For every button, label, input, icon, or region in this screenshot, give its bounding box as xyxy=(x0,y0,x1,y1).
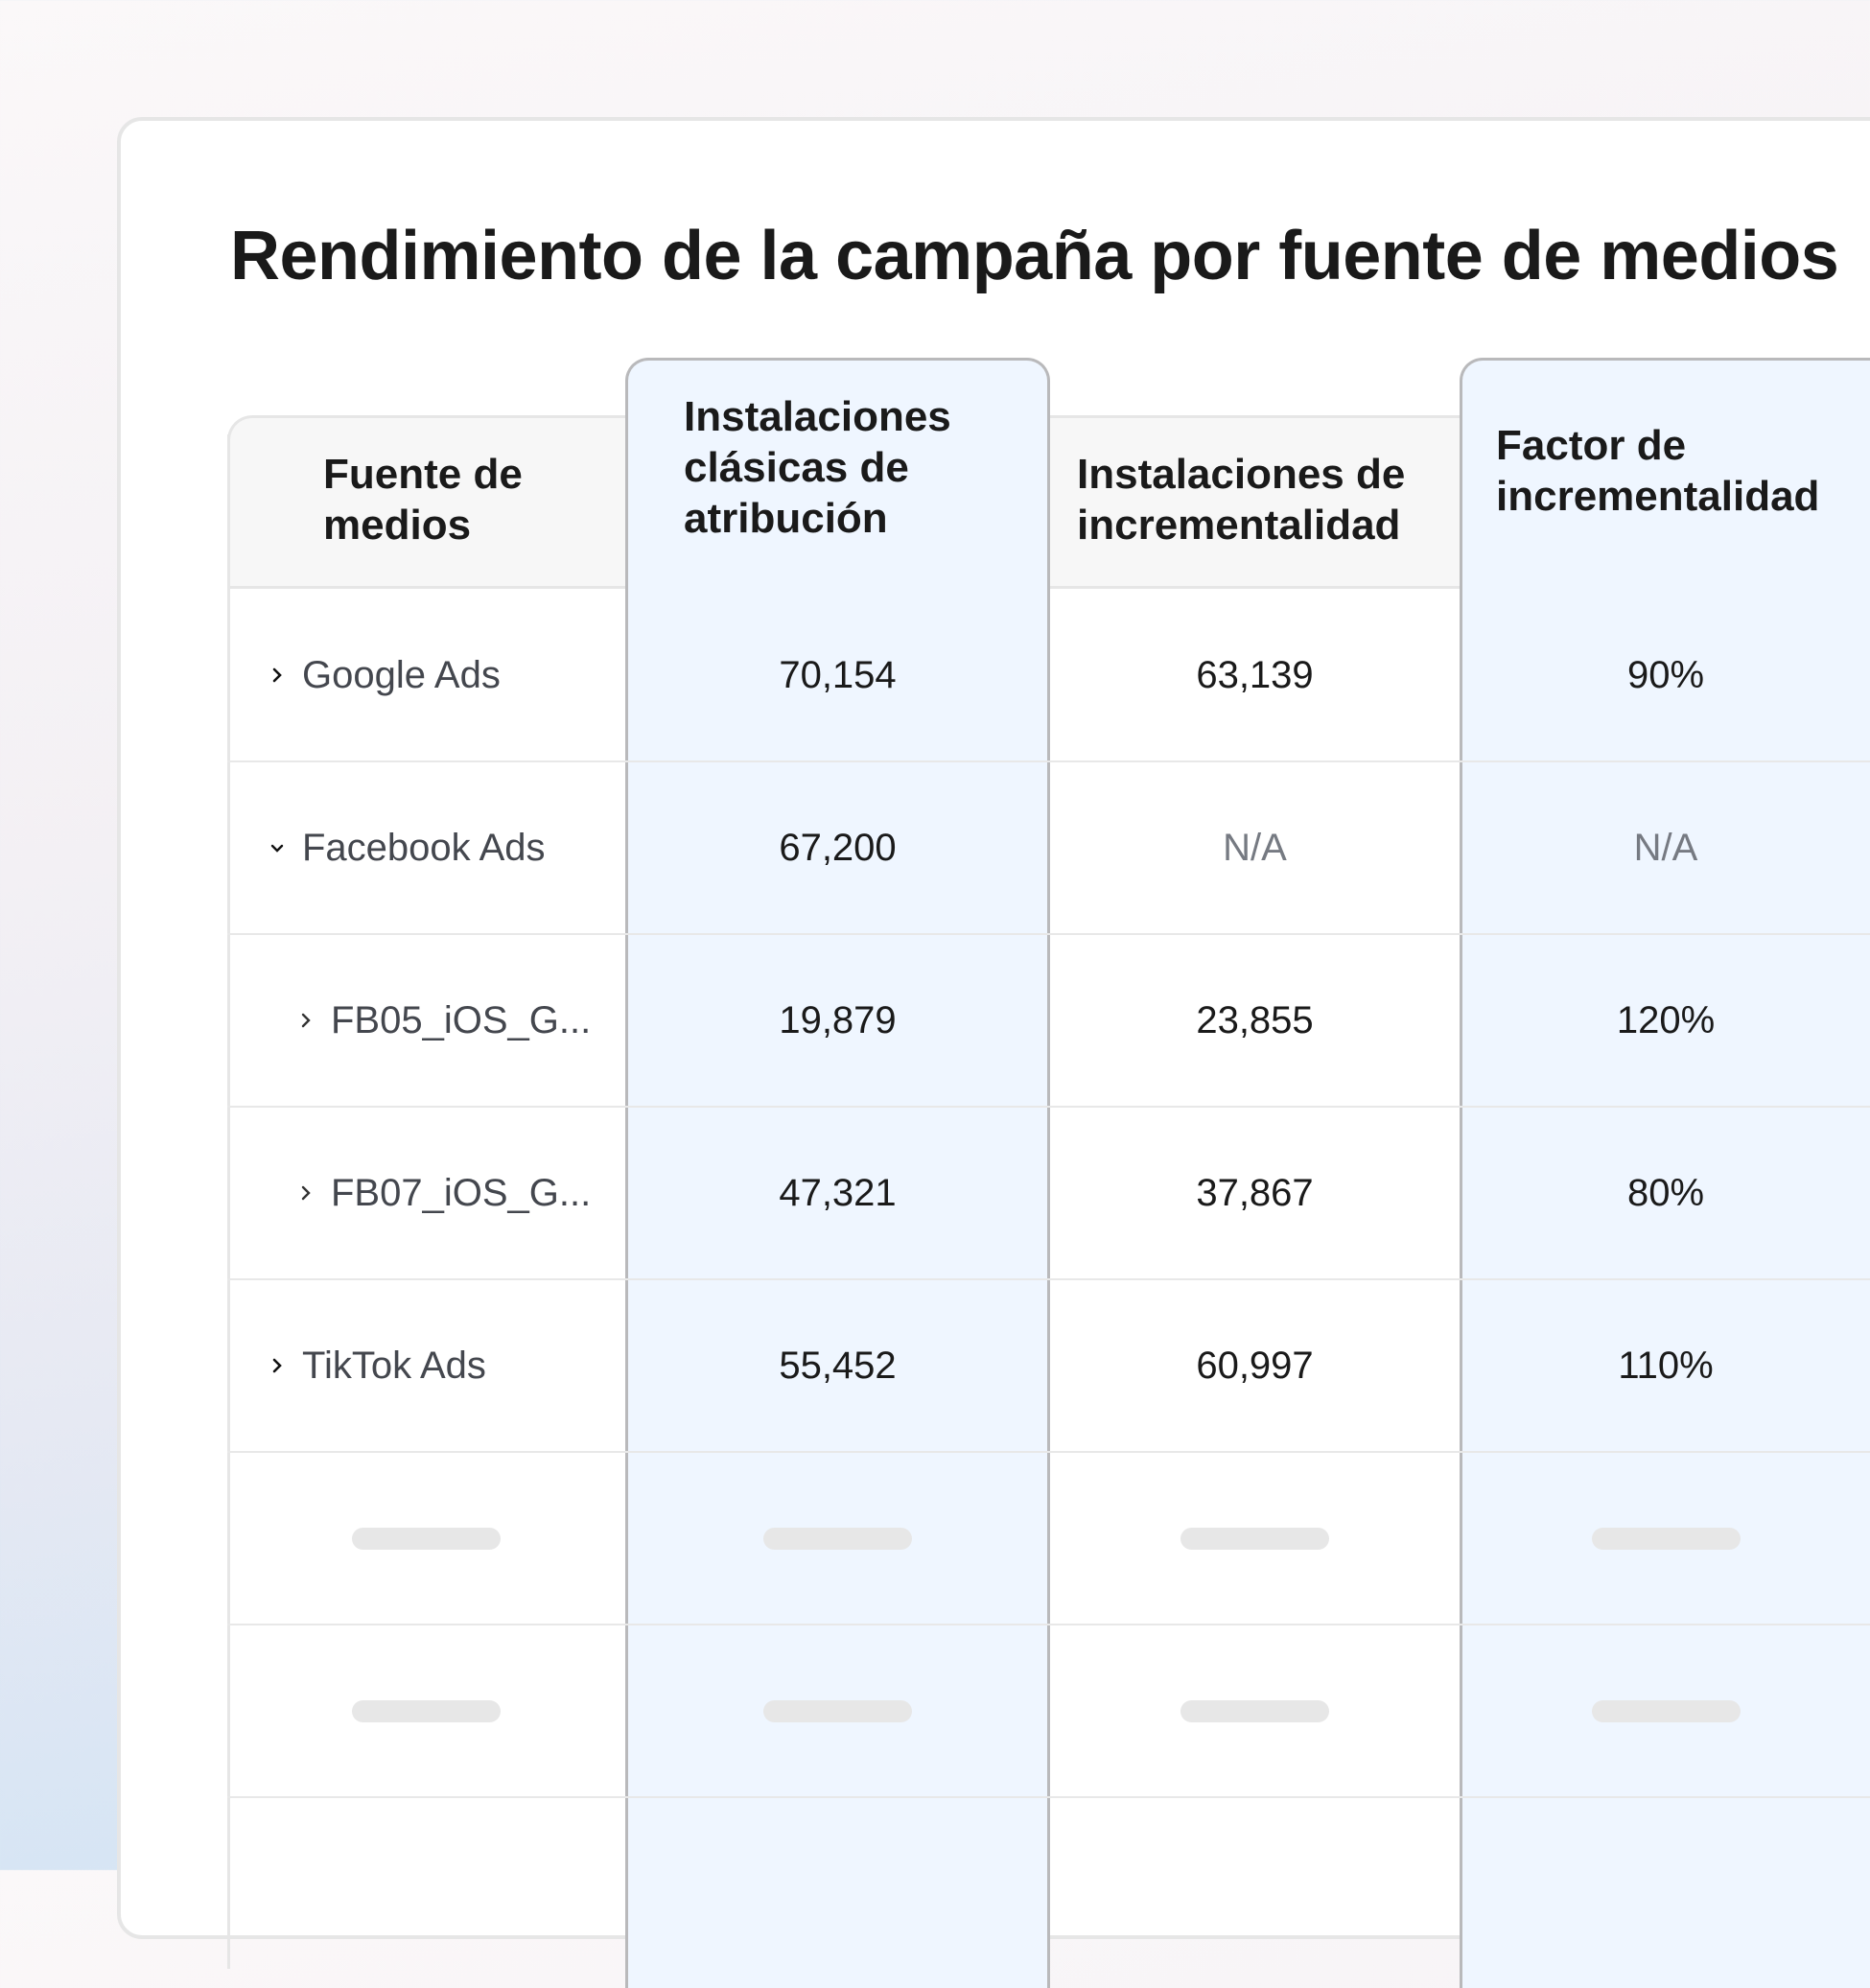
chevron-down-icon[interactable] xyxy=(264,837,291,858)
incremental-installs-value: 60,997 xyxy=(1196,1344,1314,1387)
incremental-installs-value: 63,139 xyxy=(1196,653,1314,696)
column-header-media-source[interactable]: Fuente de medios xyxy=(323,449,523,550)
source-name: FB07_iOS_G... xyxy=(331,1171,592,1214)
incrementality-factor-value: 110% xyxy=(1618,1344,1714,1387)
skeleton-cell xyxy=(625,1625,1050,1797)
classic-installs-value: 19,879 xyxy=(779,998,897,1041)
skeleton-cell xyxy=(227,1625,625,1797)
row-divider xyxy=(227,1451,1870,1453)
header-line: medios xyxy=(323,502,472,549)
header-line: Fuente de xyxy=(323,451,523,498)
loading-placeholder xyxy=(763,1527,912,1550)
loading-placeholder xyxy=(1591,1699,1741,1722)
header-line: incrementalidad xyxy=(1496,473,1820,520)
page-title: Rendimiento de la campaña por fuente de … xyxy=(230,218,1839,294)
classic-installs-value: 55,452 xyxy=(779,1344,897,1387)
column-header-incrementality-factor[interactable]: Factor de incrementalidad xyxy=(1496,420,1819,522)
chevron-right-icon[interactable] xyxy=(264,665,291,686)
loading-placeholder xyxy=(763,1699,912,1722)
header-line: Instalaciones de xyxy=(1077,451,1406,498)
chevron-right-icon[interactable] xyxy=(264,1355,291,1376)
row-divider xyxy=(227,1106,1870,1108)
loading-placeholder xyxy=(1180,1527,1329,1550)
row-divider xyxy=(227,760,1870,762)
incremental-installs-value: 37,867 xyxy=(1196,1171,1314,1214)
skeleton-cell xyxy=(1050,1452,1460,1625)
chevron-right-icon[interactable] xyxy=(292,1010,319,1031)
source-name: Facebook Ads xyxy=(302,826,546,869)
incrementality-factor-value: 80% xyxy=(1626,1171,1705,1214)
incrementality-factor-value: N/A xyxy=(1633,826,1698,869)
row-divider xyxy=(227,1796,1870,1798)
table-row-source[interactable]: TikTok Ads xyxy=(227,1279,625,1452)
table-row-source[interactable]: Facebook Ads xyxy=(227,761,625,934)
header-line: clásicas de xyxy=(684,444,909,491)
chevron-right-icon[interactable] xyxy=(292,1182,319,1204)
skeleton-cell xyxy=(1460,1625,1870,1797)
column-header-classic-installs[interactable]: Instalaciones clásicas de atribución xyxy=(684,391,951,544)
skeleton-cell xyxy=(1050,1625,1460,1797)
skeleton-cell xyxy=(625,1452,1050,1625)
classic-installs-value: 67,200 xyxy=(779,826,897,869)
row-divider xyxy=(227,1278,1870,1280)
incrementality-factor-value: 120% xyxy=(1616,998,1716,1041)
classic-installs-value: 70,154 xyxy=(779,653,897,696)
classic-installs-value: 47,321 xyxy=(779,1171,897,1214)
header-line: Factor de xyxy=(1496,422,1687,469)
table-left-border xyxy=(227,434,230,1969)
row-divider xyxy=(227,933,1870,935)
source-name: Google Ads xyxy=(302,653,501,696)
table-row-source[interactable]: FB05_iOS_G... xyxy=(227,934,625,1107)
skeleton-cell xyxy=(1460,1452,1870,1625)
loading-placeholder xyxy=(1180,1699,1329,1722)
loading-placeholder xyxy=(352,1699,501,1722)
row-divider xyxy=(227,1624,1870,1625)
header-line: incrementalidad xyxy=(1077,502,1401,549)
source-name: FB05_iOS_G... xyxy=(331,998,592,1041)
skeleton-cell xyxy=(227,1452,625,1625)
incremental-installs-value: 23,855 xyxy=(1196,998,1314,1041)
column-header-incremental-installs[interactable]: Instalaciones de incrementalidad xyxy=(1077,449,1405,550)
loading-placeholder xyxy=(352,1527,501,1550)
campaign-performance-table: Fuente de medios Instalaciones clásicas … xyxy=(227,358,1870,1988)
header-line: atribución xyxy=(684,495,888,542)
table-row-source[interactable]: FB07_iOS_G... xyxy=(227,1107,625,1279)
source-name: TikTok Ads xyxy=(302,1344,486,1387)
loading-placeholder xyxy=(1591,1527,1741,1550)
incrementality-factor-value: 90% xyxy=(1626,653,1705,696)
incremental-installs-value: N/A xyxy=(1223,826,1287,869)
header-line: Instalaciones xyxy=(684,393,951,440)
table-row-source[interactable]: Google Ads xyxy=(227,589,625,761)
